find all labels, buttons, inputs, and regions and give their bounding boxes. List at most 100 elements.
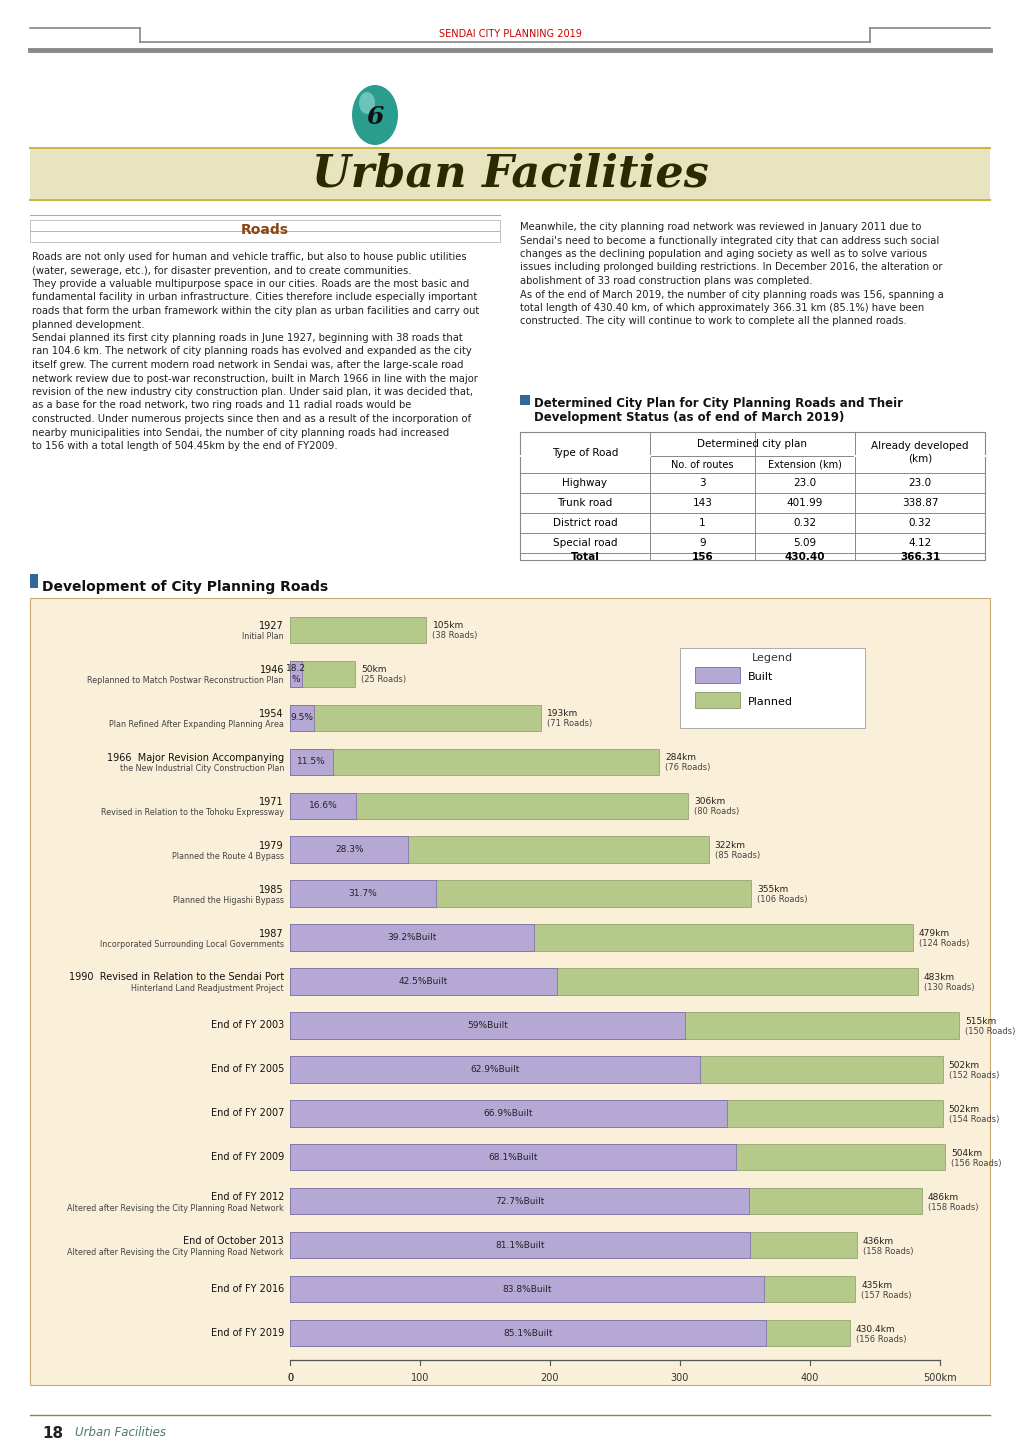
Text: Total: Total bbox=[570, 551, 599, 561]
Bar bbox=[289, 1188, 921, 1214]
Bar bbox=[289, 1056, 700, 1083]
Text: (157 Roads): (157 Roads) bbox=[861, 1291, 911, 1299]
Text: 72.7%Built: 72.7%Built bbox=[494, 1197, 544, 1206]
Ellipse shape bbox=[352, 85, 397, 146]
Text: End of FY 2005: End of FY 2005 bbox=[210, 1064, 283, 1074]
Bar bbox=[289, 1012, 685, 1038]
Text: 85.1%Built: 85.1%Built bbox=[502, 1328, 552, 1338]
Text: 143: 143 bbox=[692, 497, 711, 508]
Text: Incorporated Surrounding Local Governments: Incorporated Surrounding Local Governmen… bbox=[100, 940, 283, 949]
Text: 66.9%Built: 66.9%Built bbox=[483, 1109, 533, 1118]
Text: 68.1%Built: 68.1%Built bbox=[488, 1152, 537, 1162]
Text: 306km: 306km bbox=[693, 797, 725, 806]
Text: (156 Roads): (156 Roads) bbox=[951, 1159, 1001, 1168]
Text: 31.7%: 31.7% bbox=[348, 890, 377, 898]
Text: 500km: 500km bbox=[922, 1373, 956, 1383]
Ellipse shape bbox=[359, 92, 375, 114]
Text: Planned: Planned bbox=[747, 696, 792, 707]
Text: Built: Built bbox=[747, 672, 772, 682]
Text: 1985: 1985 bbox=[259, 884, 283, 894]
Text: 100: 100 bbox=[411, 1373, 429, 1383]
Text: fundamental facility in urban infrastructure. Cities therefore include especiall: fundamental facility in urban infrastruc… bbox=[32, 293, 477, 303]
Text: 42.5%Built: 42.5%Built bbox=[398, 978, 447, 986]
Text: 200: 200 bbox=[540, 1373, 558, 1383]
Bar bbox=[289, 1144, 736, 1171]
Bar bbox=[289, 881, 751, 907]
Text: Sendai planned its first city planning roads in June 1927, beginning with 38 roa: Sendai planned its first city planning r… bbox=[32, 333, 463, 343]
Bar bbox=[289, 836, 408, 862]
Text: 435km: 435km bbox=[861, 1280, 892, 1289]
Bar bbox=[289, 1144, 945, 1171]
Text: network review due to post-war reconstruction, built in March 1966 in line with : network review due to post-war reconstru… bbox=[32, 373, 478, 384]
Text: ran 104.6 km. The network of city planning roads has evolved and expanded as the: ran 104.6 km. The network of city planni… bbox=[32, 346, 472, 356]
Text: roads that form the urban framework within the city plan as urban facilities and: roads that form the urban framework with… bbox=[32, 306, 479, 316]
Text: 483km: 483km bbox=[923, 973, 954, 982]
Bar bbox=[30, 574, 38, 588]
Text: 502km: 502km bbox=[948, 1061, 979, 1070]
Bar bbox=[289, 1056, 942, 1083]
Bar bbox=[289, 1188, 749, 1214]
Text: 59%Built: 59%Built bbox=[467, 1021, 507, 1030]
Text: 105km: 105km bbox=[432, 622, 464, 630]
Text: the New Industrial City Construction Plan: the New Industrial City Construction Pla… bbox=[119, 764, 283, 773]
Text: 81.1%Built: 81.1%Built bbox=[495, 1240, 544, 1250]
Text: 11.5%: 11.5% bbox=[297, 757, 325, 766]
Text: 401.99: 401.99 bbox=[786, 497, 822, 508]
Bar bbox=[289, 1231, 856, 1259]
Text: 1: 1 bbox=[698, 518, 705, 528]
Text: (38 Roads): (38 Roads) bbox=[432, 632, 478, 640]
Text: (158 Roads): (158 Roads) bbox=[927, 1203, 977, 1211]
Text: (water, sewerage, etc.), for disaster prevention, and to create communities.: (water, sewerage, etc.), for disaster pr… bbox=[32, 265, 411, 275]
Text: End of FY 2012: End of FY 2012 bbox=[210, 1193, 283, 1203]
Text: 6: 6 bbox=[366, 105, 383, 128]
Bar bbox=[289, 705, 540, 731]
Text: 83.8%Built: 83.8%Built bbox=[501, 1285, 551, 1293]
Text: Already developed
(km): Already developed (km) bbox=[870, 441, 968, 464]
Text: itself grew. The current modern road network in Sendai was, after the large-scal: itself grew. The current modern road net… bbox=[32, 360, 463, 371]
Text: End of FY 2009: End of FY 2009 bbox=[211, 1152, 283, 1162]
Text: nearby municipalities into Sendai, the number of city planning roads had increas: nearby municipalities into Sendai, the n… bbox=[32, 427, 448, 437]
Text: Revised in Relation to the Tohoku Expressway: Revised in Relation to the Tohoku Expres… bbox=[101, 808, 283, 818]
Bar bbox=[289, 1319, 849, 1347]
Text: 338.87: 338.87 bbox=[901, 497, 937, 508]
Text: revision of the new industry city construction plan. Under said plan, it was dec: revision of the new industry city constr… bbox=[32, 386, 473, 397]
Bar bbox=[289, 881, 436, 907]
Text: as a base for the road network, two ring roads and 11 radial roads would be: as a base for the road network, two ring… bbox=[32, 401, 411, 411]
Text: End of FY 2016: End of FY 2016 bbox=[211, 1283, 283, 1293]
Text: (152 Roads): (152 Roads) bbox=[948, 1071, 998, 1080]
Text: As of the end of March 2019, the number of city planning roads was 156, spanning: As of the end of March 2019, the number … bbox=[520, 290, 943, 300]
Text: 430.4km: 430.4km bbox=[855, 1325, 895, 1334]
Text: 0: 0 bbox=[286, 1373, 292, 1383]
Text: 1979: 1979 bbox=[259, 841, 283, 851]
Text: 0: 0 bbox=[286, 1373, 292, 1383]
Text: 1987: 1987 bbox=[259, 929, 283, 939]
Text: constructed. Under numerous projects since then and as a result of the incorpora: constructed. Under numerous projects sin… bbox=[32, 414, 471, 424]
Text: constructed. The city will continue to work to complete all the planned roads.: constructed. The city will continue to w… bbox=[520, 316, 906, 326]
Text: (130 Roads): (130 Roads) bbox=[923, 983, 973, 992]
Text: Roads: Roads bbox=[240, 224, 288, 236]
Bar bbox=[289, 924, 534, 950]
Text: total length of 430.40 km, of which approximately 366.31 km (85.1%) have been: total length of 430.40 km, of which appr… bbox=[520, 303, 923, 313]
Text: (124 Roads): (124 Roads) bbox=[918, 939, 968, 947]
Text: SENDAI CITY PLANNING 2019: SENDAI CITY PLANNING 2019 bbox=[438, 29, 581, 39]
Text: (80 Roads): (80 Roads) bbox=[693, 808, 739, 816]
Text: Roads are not only used for human and vehicle traffic, but also to house public : Roads are not only used for human and ve… bbox=[32, 252, 466, 262]
Bar bbox=[289, 660, 355, 686]
Text: 486km: 486km bbox=[927, 1193, 958, 1201]
Text: 400: 400 bbox=[800, 1373, 818, 1383]
Text: (150 Roads): (150 Roads) bbox=[965, 1027, 1015, 1035]
Text: 479km: 479km bbox=[918, 929, 949, 939]
Bar bbox=[520, 395, 530, 405]
Bar bbox=[289, 1276, 855, 1302]
Text: 9.5%: 9.5% bbox=[290, 714, 313, 722]
Text: 502km: 502km bbox=[948, 1105, 979, 1113]
Text: 16.6%: 16.6% bbox=[309, 802, 337, 810]
Bar bbox=[289, 924, 912, 950]
Text: 156: 156 bbox=[691, 551, 712, 561]
Text: Type of Road: Type of Road bbox=[551, 447, 618, 457]
Text: Determined city plan: Determined city plan bbox=[697, 438, 807, 448]
Text: Urban Facilities: Urban Facilities bbox=[75, 1426, 166, 1439]
Text: 430.40: 430.40 bbox=[784, 551, 824, 561]
Text: (85 Roads): (85 Roads) bbox=[714, 851, 759, 861]
Text: 0.32: 0.32 bbox=[908, 518, 930, 528]
